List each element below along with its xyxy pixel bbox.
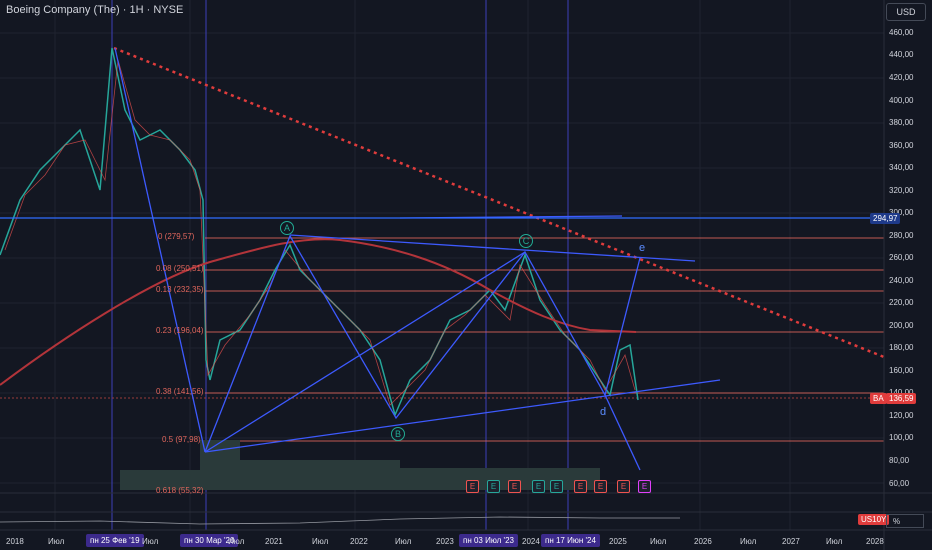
earnings-badge[interactable]: E [550,480,563,493]
x-tick: 2022 [350,537,368,546]
y-tick: 280,00 [889,231,914,240]
y-tick: 440,00 [889,50,914,59]
wave-c-marker[interactable]: C [519,234,533,248]
fib-label: 0.08 (250,51) [156,264,204,273]
x-tick: 2027 [782,537,800,546]
wave-a-marker[interactable]: A [280,221,294,235]
y-tick: 360,00 [889,141,914,150]
x-tick: Июл [312,537,329,546]
y-tick: 180,00 [889,343,914,352]
earnings-badge[interactable]: E [574,480,587,493]
y-tick: 260,00 [889,253,914,262]
percent-scale-box[interactable]: % [886,514,924,528]
y-tick: 240,00 [889,276,914,285]
fib-label: 0.13 (232,35) [156,285,204,294]
y-tick: 300,00 [889,208,914,217]
x-tick: Июл [740,537,757,546]
earnings-badge[interactable]: E [487,480,500,493]
y-tick: 60,00 [889,479,910,488]
y-tick: 220,00 [889,298,914,307]
x-highlight-date: пн 30 Мар '20 [180,534,239,547]
x-tick: 2025 [609,537,627,546]
wave-e-label[interactable]: e [639,242,646,254]
x-highlight-date: пн 03 Июл '23 [459,534,518,547]
last-price-tag: 136,59 [886,393,917,404]
currency-button[interactable]: USD [886,3,926,21]
x-tick: 2026 [694,537,712,546]
y-tick: 460,00 [889,28,914,37]
chart-title: Boeing Company (The) · 1H · NYSE [6,4,184,16]
y-tick: 420,00 [889,73,914,82]
x-tick: Июл [48,537,65,546]
us10y-tag[interactable]: US10Y [858,514,890,525]
earnings-badge[interactable]: E [594,480,607,493]
y-tick: 200,00 [889,321,914,330]
x-tick: 2028 [866,537,884,546]
x-tick: Июл [826,537,843,546]
x-highlight-date: пн 17 Июн '24 [541,534,600,547]
y-tick: 400,00 [889,96,914,105]
earnings-badge[interactable]: E [466,480,479,493]
fib-label: 0.618 (55,32) [156,486,204,495]
fib-label: 0.38 (141,56) [156,387,204,396]
fib-label: 0.5 (97,98) [162,435,201,444]
earnings-badge[interactable]: E [508,480,521,493]
y-tick: 320,00 [889,186,914,195]
x-tick: 2024 [522,537,540,546]
y-tick: 80,00 [889,456,910,465]
x-tick: 2023 [436,537,454,546]
x-tick: Июл [142,537,159,546]
earnings-badge[interactable]: E [638,480,651,493]
x-tick: Июл [650,537,667,546]
x-highlight-date: пн 25 Фев '19 [86,534,144,547]
fib-label: 0.23 (196,04) [156,326,204,335]
y-tick: 380,00 [889,118,914,127]
earnings-badge[interactable]: E [532,480,545,493]
x-tick: 2021 [265,537,283,546]
y-tick: 140,00 [889,388,913,397]
y-tick: 340,00 [889,163,914,172]
x-tick: 2018 [6,537,24,546]
level-price-tag: 294,97 [870,213,901,224]
fib-label: 0 (279,57) [158,232,195,241]
y-tick: 100,00 [889,433,914,442]
wave-b-marker[interactable]: B [391,427,405,441]
wave-d-label[interactable]: d [600,406,607,418]
ticker-tag: BA [870,393,887,404]
x-tick: Июл [395,537,412,546]
x-tick: Июл [228,537,245,546]
y-tick: 120,00 [889,411,914,420]
earnings-badge[interactable]: E [617,480,630,493]
y-tick: 160,00 [889,366,914,375]
